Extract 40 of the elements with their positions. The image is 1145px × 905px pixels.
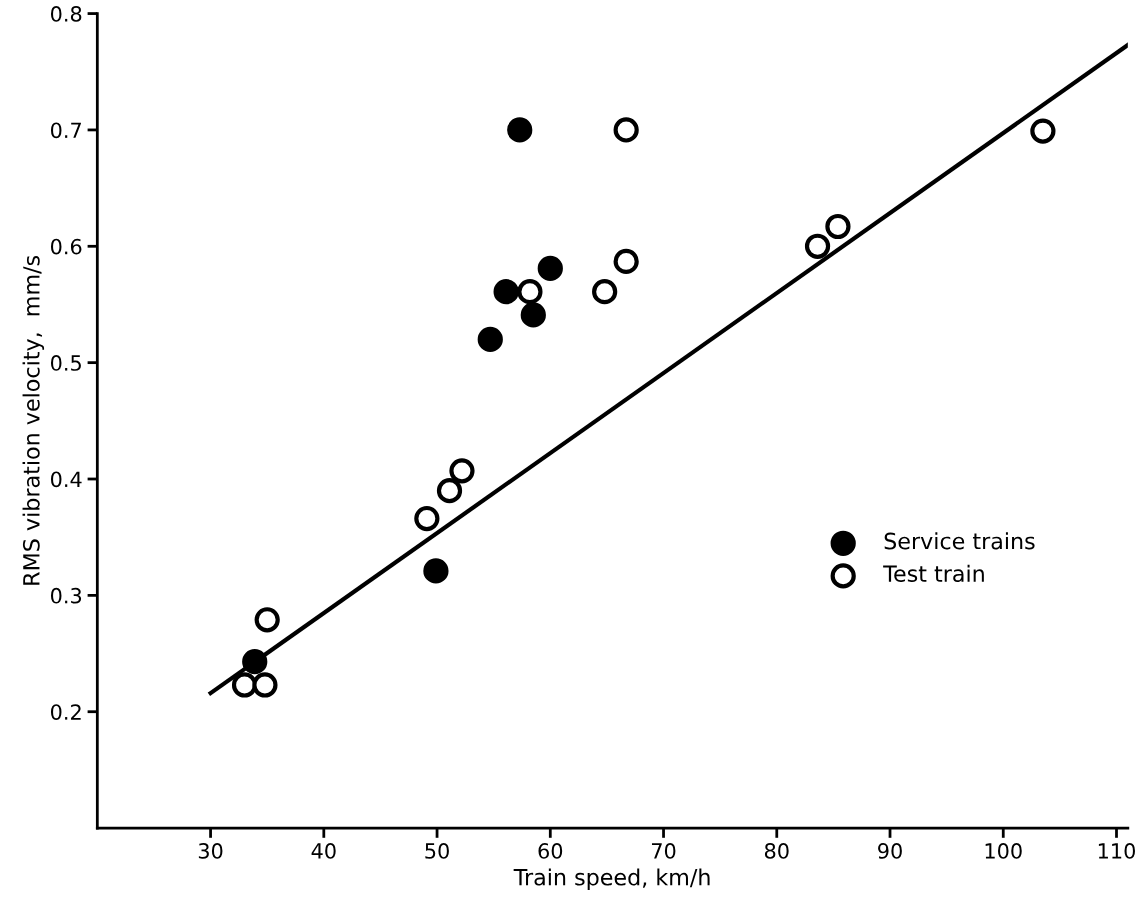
legend-label: Service trains <box>884 532 1035 550</box>
point <box>254 607 280 633</box>
x-tick-label: 100 <box>985 843 1022 859</box>
point <box>252 672 278 698</box>
point <box>825 213 851 240</box>
x-tick-label: 110 <box>1098 843 1135 859</box>
point <box>1030 118 1056 144</box>
legend-label: Test train <box>883 564 984 583</box>
x-tick-label: 90 <box>878 843 902 859</box>
y-tick-label: 0.4 <box>50 471 82 488</box>
point <box>613 117 639 143</box>
point <box>423 558 449 584</box>
x-tick-label: 40 <box>311 843 336 859</box>
x-tick-label: 50 <box>425 843 449 859</box>
x-tick-label: 60 <box>538 843 563 859</box>
y-tick-label: 0.2 <box>50 704 81 720</box>
point <box>242 649 268 675</box>
point <box>804 233 831 259</box>
point <box>493 279 519 305</box>
point <box>477 326 503 352</box>
point <box>507 117 533 143</box>
x-tick-label: 80 <box>764 843 789 859</box>
point <box>613 248 639 275</box>
point <box>449 458 475 484</box>
point <box>520 302 546 328</box>
point <box>537 255 563 282</box>
x-tick-label: 30 <box>198 843 223 859</box>
x-tick-label: 70 <box>651 843 676 859</box>
y-tick-label: 0.3 <box>50 587 82 604</box>
y-tick-label: 0.8 <box>50 6 82 22</box>
point <box>592 279 618 305</box>
y-axis-title: RMS vibration velocity, mm/s <box>22 255 45 585</box>
x-axis-title: Train speed, km/h <box>513 868 710 890</box>
point <box>231 672 258 698</box>
y-tick-label: 0.5 <box>50 355 81 371</box>
point <box>414 505 440 532</box>
y-tick-label: 0.7 <box>50 122 81 139</box>
point <box>436 478 463 504</box>
point <box>517 279 543 305</box>
y-tick-label: 0.6 <box>50 238 82 255</box>
